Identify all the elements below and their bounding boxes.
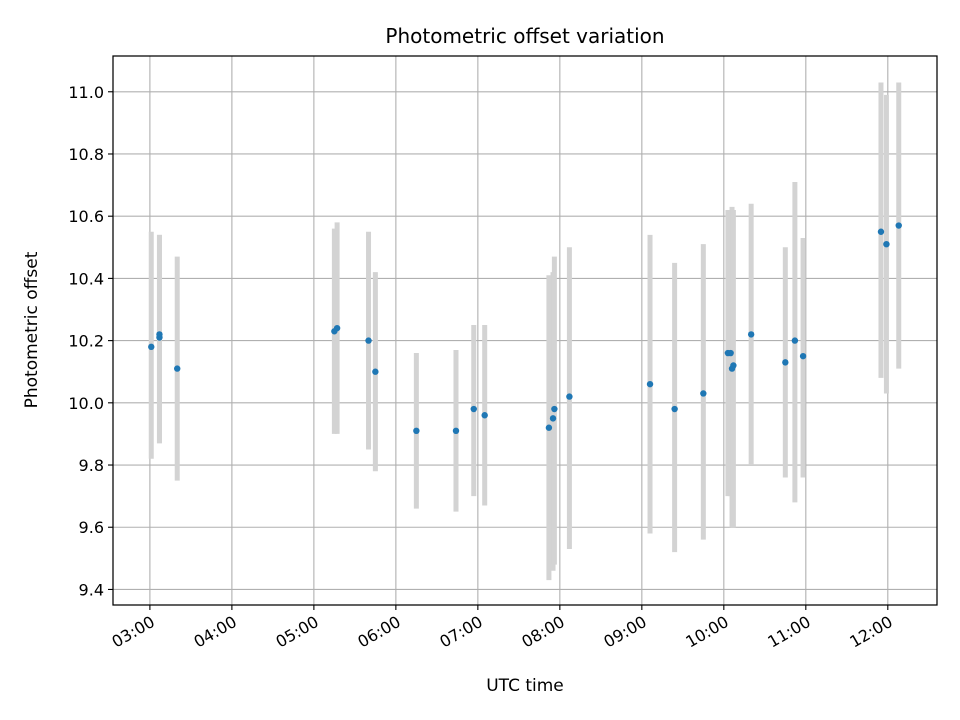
data-point (883, 240, 890, 248)
y-tick-label: 11.0 (68, 83, 104, 102)
data-point (646, 380, 654, 388)
data-points (148, 222, 902, 435)
y-tick-label: 9.4 (79, 580, 104, 599)
data-point (481, 412, 488, 419)
data-point (365, 337, 372, 344)
y-tick-label: 9.8 (79, 456, 104, 475)
y-tick-label: 10.2 (68, 332, 104, 351)
y-tick-label: 9.6 (79, 518, 104, 537)
data-point (413, 427, 420, 435)
y-tick-label: 10.0 (68, 394, 104, 413)
y-tick-label: 10.8 (68, 145, 104, 164)
data-point (730, 362, 737, 369)
data-point (545, 424, 553, 431)
data-point (551, 405, 558, 413)
y-axis: 9.4 9.6 9.8 10.0 10.2 10.4 10.6 10.8 11.0 (68, 83, 113, 599)
data-point (727, 349, 734, 357)
plot-area-frame (112, 55, 938, 606)
data-point (799, 352, 807, 360)
data-point (791, 337, 799, 344)
data-point (782, 359, 789, 366)
data-point (174, 365, 181, 372)
data-point (452, 427, 460, 435)
data-point (156, 331, 163, 338)
data-point (470, 405, 477, 413)
data-point (148, 343, 155, 351)
y-tick-label: 10.6 (68, 207, 104, 226)
grid (113, 56, 937, 605)
data-point (700, 390, 707, 397)
data-point (877, 228, 885, 235)
data-point (895, 222, 902, 229)
chart-title: Photometric offset variation (385, 24, 664, 48)
y-axis-title: Photometric offset (22, 251, 42, 408)
x-axis-title: UTC time (486, 676, 564, 696)
data-point (549, 415, 557, 422)
data-point (747, 331, 755, 338)
data-point (566, 393, 573, 400)
data-point (372, 368, 379, 375)
y-tick-label: 10.4 (68, 269, 104, 288)
data-point (333, 324, 341, 332)
data-point (671, 405, 678, 413)
